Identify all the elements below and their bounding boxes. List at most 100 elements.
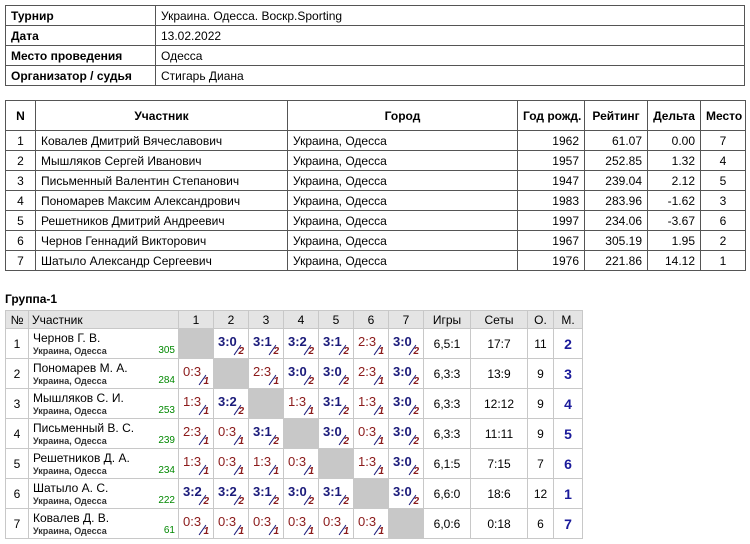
result-cell: 2:3 1 (178, 418, 214, 449)
match-points: 1 (343, 526, 349, 537)
points: 12 (527, 478, 554, 509)
cell: Пономарев Максим Александрович (35, 190, 288, 211)
match-points: 1 (273, 526, 279, 537)
match-points: 2 (413, 376, 419, 387)
match-points: 1 (203, 466, 209, 477)
score: 3:0 (393, 454, 412, 469)
games: 6,6:0 (423, 478, 471, 509)
cell: Украина, Одесса (287, 170, 518, 191)
column-header: Город (287, 100, 518, 131)
group-row: 3 Мышляков С. И. Украина, Одесса 253 1:3 1 3:2… (5, 388, 583, 419)
result-cell: 0:3 1 (178, 358, 214, 389)
diagonal-cell (318, 448, 354, 479)
place: 3 (553, 358, 583, 389)
cell: 2 (5, 150, 36, 171)
match-points: 1 (273, 376, 279, 387)
result-cell: 0:3 1 (213, 448, 249, 479)
score: 3:2 (183, 484, 202, 499)
match-points: 1 (378, 436, 384, 447)
result-cell: 1:3 1 (178, 448, 214, 479)
column-header: Дельта (647, 100, 701, 131)
result-cell: 0:3 1 (213, 508, 249, 539)
cell: Ковалев Дмитрий Вячеславович (35, 130, 288, 151)
cell: 5 (5, 210, 36, 231)
score: 0:3 (253, 514, 272, 529)
result-cell: 3:1 2 (248, 328, 284, 359)
cell: 2 (700, 230, 746, 251)
result-cell: 3:0 2 (318, 358, 354, 389)
score: 3:1 (253, 424, 272, 439)
result-cell: 1:3 1 (283, 388, 319, 419)
score: 3:0 (393, 334, 412, 349)
diagonal-cell (388, 508, 424, 539)
match-points: 2 (343, 496, 349, 507)
cell: 305.19 (584, 230, 648, 251)
score: 3:0 (393, 484, 412, 499)
column-header: О. (527, 310, 554, 329)
player-name: Решетников Д. А. (33, 451, 130, 465)
score: 3:0 (218, 334, 237, 349)
participant-row: 5 Решетников Дмитрий Андреевич Украина, Од… (5, 210, 746, 231)
info-row: Дата 13.02.2022 (5, 25, 745, 46)
result-cell: 1:3 1 (353, 448, 389, 479)
points: 6 (527, 508, 554, 539)
place: 2 (553, 328, 583, 359)
cell: 221.86 (584, 250, 648, 271)
player-cell: Решетников Д. А. Украина, Одесса 234 (28, 448, 179, 479)
player-rating: 305 (158, 345, 175, 356)
score: 2:3 (183, 424, 202, 439)
match-points: 2 (273, 496, 279, 507)
sets: 0:18 (470, 508, 528, 539)
player-rating: 239 (158, 435, 175, 446)
column-header: 1 (178, 310, 214, 329)
column-header: 7 (388, 310, 424, 329)
result-cell: 3:1 2 (248, 478, 284, 509)
result-cell: 1:3 1 (353, 388, 389, 419)
cell: 5 (700, 170, 746, 191)
score: 2:3 (253, 364, 272, 379)
header-row: № Участник 1 2 3 4 5 6 7 Игры Сеты О. М. (5, 310, 583, 329)
score: 3:1 (323, 334, 342, 349)
player-city: Украина, Одесса (33, 436, 107, 446)
score: 0:3 (183, 364, 202, 379)
match-points: 1 (203, 406, 209, 417)
cell: Украина, Одесса (287, 150, 518, 171)
info-value: Одесса (155, 45, 745, 66)
player-rating: 61 (163, 525, 175, 536)
info-row: Организатор / судья Стигарь Диана (5, 65, 745, 86)
match-points: 2 (238, 346, 244, 357)
match-points: 2 (343, 436, 349, 447)
cell: Украина, Одесса (287, 190, 518, 211)
participant-row: 4 Пономарев Максим Александрович Украина, … (5, 190, 746, 211)
column-header: 3 (248, 310, 284, 329)
score: 0:3 (358, 424, 377, 439)
score: 1:3 (358, 394, 377, 409)
place: 1 (553, 478, 583, 509)
match-points: 2 (203, 496, 209, 507)
result-cell: 3:0 2 (388, 358, 424, 389)
match-points: 2 (343, 346, 349, 357)
player-name: Ковалев Д. В. (33, 511, 110, 525)
player-city: Украина, Одесса (33, 526, 107, 536)
match-points: 1 (238, 466, 244, 477)
match-points: 1 (378, 466, 384, 477)
cell: -1.62 (647, 190, 701, 211)
cell: 1947 (517, 170, 585, 191)
match-points: 2 (413, 466, 419, 477)
header-row: N Участник Город Год рожд. Рейтинг Дельта Мест… (5, 100, 746, 131)
info-value: Украина. Одесса. Воскр.Sporting (155, 5, 745, 26)
match-points: 2 (308, 496, 314, 507)
cell: Решетников Дмитрий Андреевич (35, 210, 288, 231)
cell: 252.85 (584, 150, 648, 171)
participants-table: N Участник Город Год рожд. Рейтинг Дельта Мест… (5, 100, 746, 271)
cell: 3 (5, 170, 36, 191)
info-label: Место проведения (5, 45, 156, 66)
match-points: 2 (273, 436, 279, 447)
match-points: 2 (238, 406, 244, 417)
column-header: 4 (283, 310, 319, 329)
result-cell: 3:0 2 (388, 418, 424, 449)
info-label: Турнир (5, 5, 156, 26)
match-points: 1 (238, 526, 244, 537)
player-name: Шатыло А. С. (33, 481, 109, 495)
result-cell: 3:1 2 (318, 388, 354, 419)
